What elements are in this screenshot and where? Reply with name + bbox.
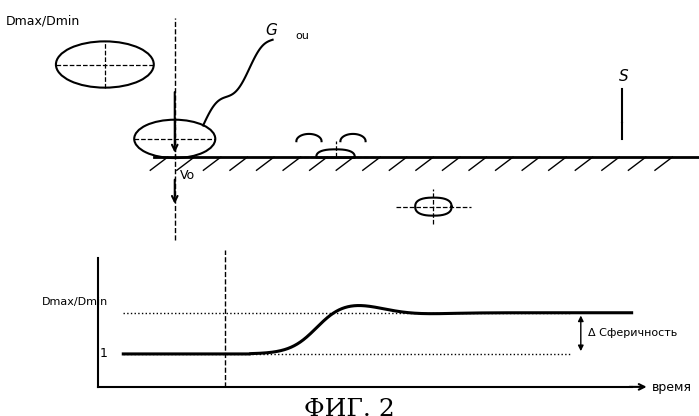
Text: Dmax/Dmin: Dmax/Dmin [42, 297, 108, 307]
Text: время: время [652, 381, 692, 394]
Text: G: G [266, 23, 278, 38]
Text: Δ Сферичность: Δ Сферичность [589, 328, 678, 338]
Text: ФИГ. 2: ФИГ. 2 [304, 398, 395, 416]
Text: 1: 1 [100, 347, 108, 360]
Text: S: S [619, 69, 628, 84]
Text: ou: ou [295, 31, 309, 41]
Text: Dmax/Dmin: Dmax/Dmin [6, 15, 80, 28]
Text: Vo: Vo [180, 168, 196, 182]
